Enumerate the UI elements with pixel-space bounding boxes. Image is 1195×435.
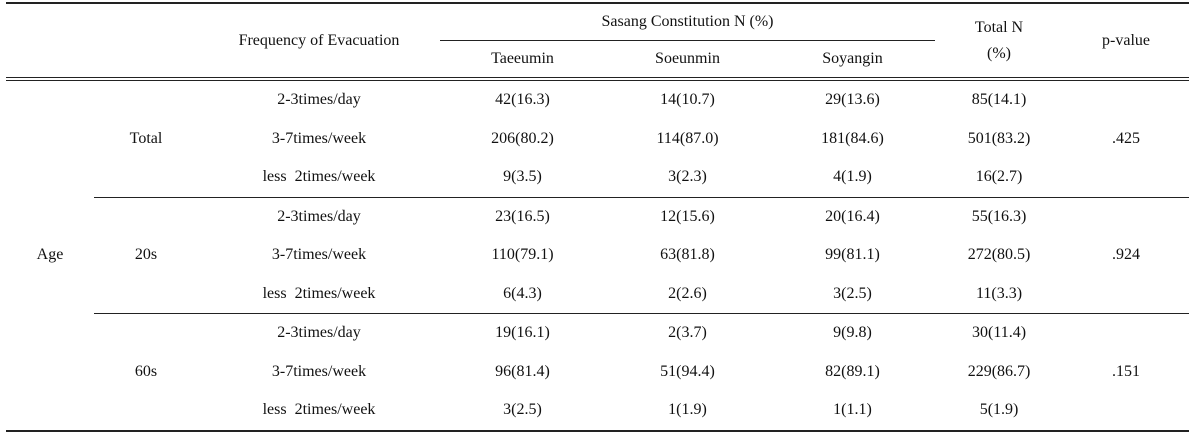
freq-cell: less 2times/week [262,168,376,186]
freq-cell: less 2times/week [262,401,376,419]
soeunmin-cell: 63(81.8) [660,246,715,264]
total-cell: 11(3.3) [975,284,1023,302]
soeunmin-cell: 12(15.6) [605,196,770,236]
table-row: less 2times/week 9(3.5) 3(2.3) 4(1.9) 16… [6,158,1189,197]
soyangin-cell: 82(89.1) [825,362,880,380]
taeeumin-cell: 3(2.5) [503,401,542,419]
table-row: less 2times/week 6(4.3) 2(2.6) 3(2.5) 11… [6,275,1189,314]
table-row: 3-7times/week 110(79.1) 63(81.8) 99(81.1… [6,236,1189,275]
subheader-taeeumin: Taeeumin [440,40,605,81]
freq-cell: 2-3times/day [198,313,440,353]
soyangin-cell: 3(2.5) [833,284,872,302]
total-cell: 85(14.1) [971,91,1027,109]
freq-cell: 3-7times/week [271,362,367,380]
freq-cell: 3-7times/week [271,129,367,147]
soyangin-cell: 181(84.6) [821,129,884,147]
corner-cell [6,3,198,81]
row-label-age: Age [36,246,64,264]
table-row: Age Total 2-3times/day 42(16.3) 14(10.7)… [6,79,1189,263]
freq-cell: less 2times/week [262,284,376,302]
soeunmin-cell: 1(1.9) [668,401,707,419]
pvalue-cell: .924 [1063,196,1190,314]
group-label: 20s [94,196,198,314]
soeunmin-cell: 14(10.7) [660,91,715,109]
table-row: 20s 2-3times/day 23(16.5) 12(15.6) 20(16… [6,196,1190,314]
taeeumin-cell: 9(3.5) [503,168,542,186]
total-cell: 272(80.5) [967,246,1031,264]
total-n-label: Total N [974,18,1024,36]
total-pct-label: (%) [987,44,1011,62]
table-row: less 2times/week 3(2.5) 1(1.9) 1(1.1) 5(… [6,391,1189,431]
total-header: Total N (%) [935,3,1064,81]
soyangin-cell: 9(9.8) [770,313,936,353]
soeunmin-cell: 2(3.7) [605,313,770,353]
total-cell: 55(16.3) [935,196,1064,236]
total-cell: 30(11.4) [935,313,1064,353]
soeunmin-cell: 114(87.0) [656,129,719,147]
soeunmin-cell: 51(94.4) [660,362,715,380]
pvalue-cell: .425 [1112,129,1141,147]
table-container: Frequency of Evacuation Sasang Constitut… [6,2,1190,432]
sasang-header: Sasang Constitution N (%) [440,3,936,41]
total-cell: 5(1.9) [979,401,1019,419]
taeeumin-cell: 206(80.2) [491,129,554,147]
soyangin-cell: 4(1.9) [833,168,872,186]
subheader-soeunmin: Soeunmin [605,40,770,81]
taeeumin-cell: 110(79.1) [491,246,554,264]
soyangin-cell: 99(81.1) [825,246,880,264]
soyangin-cell: 20(16.4) [770,196,936,236]
group-label: Total [129,129,163,147]
group-label: 60s [94,313,198,431]
taeeumin-cell: 42(16.3) [495,91,550,109]
taeeumin-cell: 6(4.3) [503,284,542,302]
pvalue-header: p-value [1063,3,1190,81]
table-row: 3-7times/week 96(81.4) 51(94.4) 82(89.1)… [6,353,1189,392]
frequency-header: Frequency of Evacuation [198,3,440,81]
table-row: 60s 2-3times/day 19(16.1) 2(3.7) 9(9.8) … [6,313,1190,431]
taeeumin-cell: 96(81.4) [495,362,550,380]
freq-cell: 2-3times/day [277,91,361,109]
soyangin-cell: 1(1.1) [833,401,872,419]
total-cell: 16(2.7) [975,168,1023,186]
data-table: Frequency of Evacuation Sasang Constitut… [6,2,1190,432]
table-row: 3-7times/week 206(80.2) 114(87.0) 181(84… [6,120,1189,159]
soeunmin-cell: 2(2.6) [668,284,707,302]
total-cell: 501(83.2) [967,129,1031,147]
soyangin-cell: 29(13.6) [825,91,880,109]
freq-cell: 3-7times/week [271,246,367,264]
total-cell: 229(86.7) [967,362,1031,380]
freq-cell: 2-3times/day [198,196,440,236]
taeeumin-cell: 19(16.1) [440,313,605,353]
subheader-soyangin: Soyangin [770,40,936,81]
taeeumin-cell: 23(16.5) [440,196,605,236]
pvalue-cell: .151 [1063,313,1190,431]
soeunmin-cell: 3(2.3) [668,168,707,186]
